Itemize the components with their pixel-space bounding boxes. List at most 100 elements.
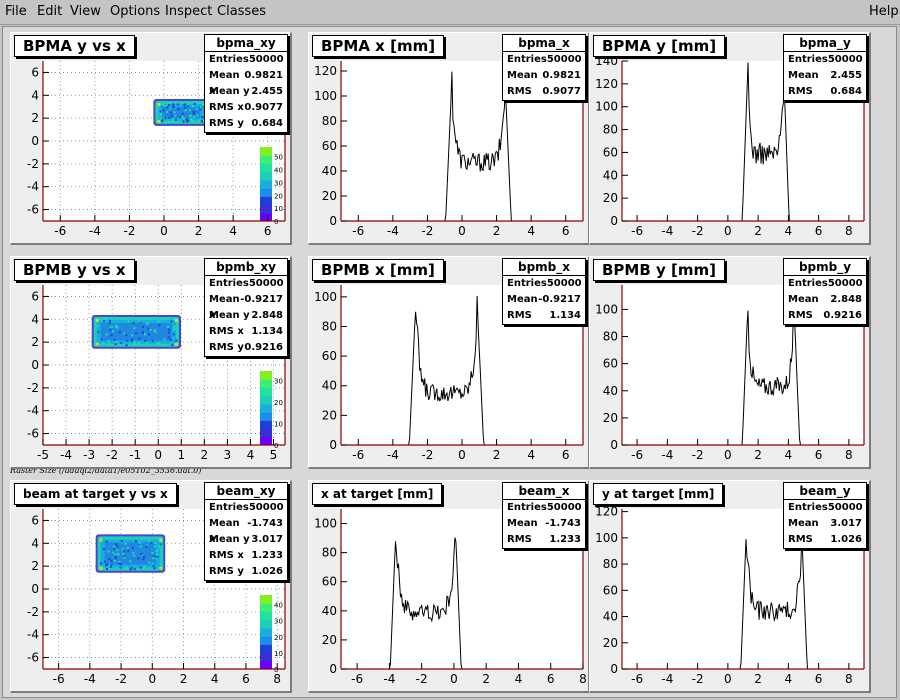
y-tick-label: 2 (31, 111, 39, 125)
menu-help[interactable]: Help (869, 4, 899, 19)
menu-edit[interactable]: Edit (37, 4, 63, 19)
stats-key: Mean (507, 518, 538, 529)
stats-row: Entries 50000 (503, 52, 585, 68)
x-tick-label: -2 (692, 672, 704, 686)
pad-bpma_xy[interactable]: 0 10 20 30 40 50 -6 -4 -2 0 2 4 6 -6 -4 -2 0 2 4 6 BPMA y vs… (10, 32, 292, 245)
y-tick-label: -2 (27, 157, 39, 171)
menu-file[interactable]: File (5, 4, 27, 19)
stats-key: Mean x (209, 70, 240, 97)
stats-value: 50000 (248, 502, 284, 513)
y-tick-label: 80 (603, 330, 618, 344)
x-tick-label: 6 (815, 224, 823, 238)
stats-row: RMS y 0.684 (205, 116, 287, 132)
x-tick-label: 2 (754, 448, 762, 462)
x-tick-label: 8 (273, 672, 281, 686)
stats-key: Mean (788, 518, 819, 529)
y-tick-label: 60 (322, 139, 337, 153)
stats-key: RMS (788, 534, 813, 545)
stats-row: Entries 50000 (503, 500, 585, 516)
x-tick-label: -4 (387, 224, 399, 238)
menu-options[interactable]: Options (110, 4, 161, 19)
x-tick-label: -5 (37, 448, 49, 462)
stats-row: Mean x 0.9821 (205, 68, 287, 97)
stats-row: RMS 0.684 (784, 84, 866, 100)
pad-beam_x[interactable]: -6 -4 -2 0 2 4 6 8 0 20 40 60 80 100 x at target [mm] b… (308, 480, 590, 693)
stats-key: Entries (209, 54, 249, 65)
pad-bpmb_x[interactable]: -6 -4 -2 0 2 4 6 0 20 40 60 80 100 BPMB x [mm] bpmb_x E… (308, 256, 590, 469)
stats-value: -1.743 (545, 518, 581, 529)
y-tick-label: -2 (27, 605, 39, 619)
x-tick-label: -4 (661, 448, 673, 462)
y-tick-label: 20 (603, 411, 618, 425)
x-tick-label: 2 (754, 224, 762, 238)
x-tick-label: 4 (527, 224, 535, 238)
stats-key: RMS (507, 310, 532, 321)
x-tick-label: 4 (229, 224, 237, 238)
palette-bar: 0 10 20 30 40 (260, 595, 283, 674)
stats-value: 1.134 (251, 326, 283, 337)
stats-row: Entries 50000 (784, 52, 866, 68)
x-tick-label: 0 (724, 224, 732, 238)
y-tick-label: 80 (322, 546, 337, 560)
y-tick-label: 20 (603, 191, 618, 205)
pad-beam_y[interactable]: -6 -4 -2 0 2 4 6 8 0 20 40 60 80 100 120 y at target [m… (589, 480, 871, 693)
menu-classes[interactable]: Classes (217, 4, 266, 19)
y-tick-label: 100 (314, 290, 337, 304)
stats-key: Mean (507, 294, 538, 305)
plot-title: BPMB x [mm] (312, 259, 444, 281)
stats-row: RMS y 0.9216 (205, 340, 287, 356)
palette-tick-label: 30 (274, 618, 283, 626)
stats-value: -0.9217 (538, 294, 581, 305)
pad-beam_xy[interactable]: 0 10 20 30 40 -6 -4 -2 0 2 4 6 8 -6 -4 -2 0 2 4 6 beam at ta… (10, 480, 292, 693)
x-tick-label: 2 (482, 672, 490, 686)
y-tick-label: 120 (314, 64, 337, 78)
pad-bpma_x[interactable]: -6 -4 -2 0 2 4 6 0 20 40 60 80 100 120 BPMA x [mm] bpma… (308, 32, 590, 245)
pad-bpma_y[interactable]: -6 -4 -2 0 2 4 6 8 0 20 40 60 80 100 120 140 BPMA y [mm]… (589, 32, 871, 245)
y-tick-label: 40 (603, 610, 618, 624)
menu-inspect[interactable]: Inspect (165, 4, 213, 19)
x-tick-label: -4 (661, 224, 673, 238)
menu-view[interactable]: View (70, 4, 101, 19)
y-tick-label: 2 (31, 559, 39, 573)
y-tick-label: 4 (31, 312, 39, 326)
stats-row: Entries 50000 (205, 52, 287, 68)
palette-tick-label: 20 (274, 192, 283, 200)
stats-key: RMS x (209, 102, 244, 113)
palette-tick-label: 50 (274, 154, 283, 162)
x-tick-label: 2 (754, 672, 762, 686)
stats-row: RMS x 1.134 (205, 324, 287, 340)
y-tick-label: -4 (27, 404, 39, 418)
plot-title: beam at target y vs x (14, 483, 177, 505)
stats-value: 50000 (248, 54, 284, 65)
chart-bpmb_xy: 0 10 20 30 -5 -4 -3 -2 -1 0 1 2 3 4 5 -6 -4 -2 0 2 4 6 (27, 285, 286, 462)
y-tick-label: 0 (329, 662, 337, 676)
stats-value: 50000 (248, 278, 284, 289)
plot-title: x at target [mm] (312, 483, 443, 505)
stats-box-title: bpmb_xy (205, 259, 287, 276)
y-tick-label: 80 (322, 319, 337, 333)
x-tick-label: 2 (493, 224, 501, 238)
stats-row: Mean 2.455 (784, 68, 866, 84)
y-tick-label: 6 (31, 289, 39, 303)
palette-tick-label: 40 (274, 602, 283, 610)
stats-box: bpmb_y Entries 50000 Mean 2.848 RMS 0.9216 (783, 258, 867, 325)
y-tick-label: 40 (322, 379, 337, 393)
pad-bpmb_y[interactable]: -6 -4 -2 0 2 4 6 8 0 20 40 60 80 100 BPMB y [mm] bpmb_y… (589, 256, 871, 469)
x-tick-label: -2 (421, 448, 433, 462)
x-tick-label: -3 (83, 448, 95, 462)
stats-value: 50000 (546, 54, 582, 65)
y-tick-label: 40 (322, 604, 337, 618)
stats-row: RMS y 1.026 (205, 564, 287, 580)
palette-tick-label: 20 (274, 399, 283, 407)
stats-row: Entries 50000 (205, 276, 287, 292)
stats-value: 0.9821 (244, 70, 283, 81)
stats-value: 1.026 (251, 566, 283, 577)
x-tick-label: -6 (631, 672, 643, 686)
stats-box: bpmb_x Entries 50000 Mean -0.9217 RMS 1.134 (502, 258, 586, 325)
y-tick-label: 60 (603, 145, 618, 159)
pad-bpmb_xy[interactable]: 0 10 20 30 -5 -4 -3 -2 -1 0 1 2 3 4 5 -6 -4 -2 0 2 4 6 BPMB y … (10, 256, 292, 469)
x-tick-label: -4 (661, 672, 673, 686)
y-tick-label: 100 (314, 89, 337, 103)
y-tick-label: -4 (27, 180, 39, 194)
x-tick-label: -6 (352, 224, 364, 238)
